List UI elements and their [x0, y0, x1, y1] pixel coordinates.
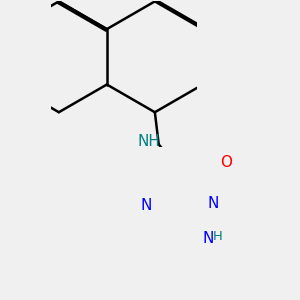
Text: N: N [140, 198, 152, 213]
Text: H: H [213, 230, 223, 244]
Text: N: N [207, 196, 218, 211]
Text: N: N [202, 231, 214, 246]
Text: O: O [220, 155, 232, 170]
Text: NH: NH [137, 134, 160, 149]
